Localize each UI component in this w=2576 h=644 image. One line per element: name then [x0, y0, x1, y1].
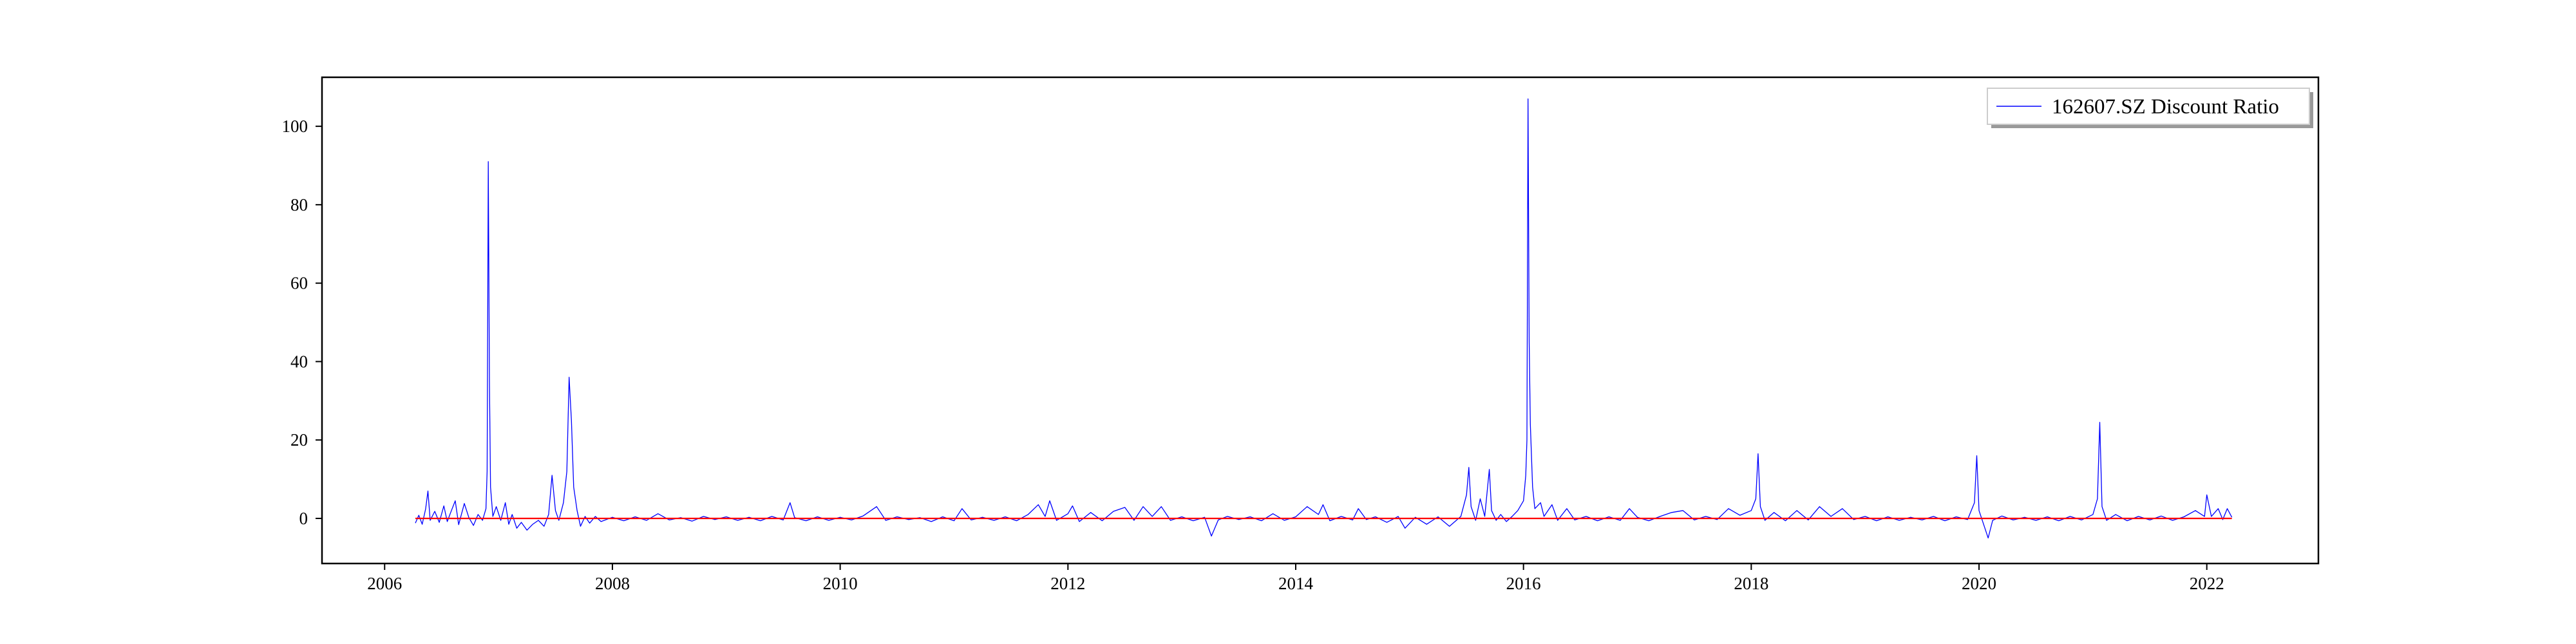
legend-label: 162607.SZ Discount Ratio	[2052, 95, 2279, 118]
y-tick-label: 100	[282, 117, 308, 136]
x-tick-label: 2006	[367, 574, 402, 593]
y-tick-label: 60	[290, 274, 308, 293]
x-tick-label: 2010	[823, 574, 858, 593]
y-tick-label: 0	[299, 509, 308, 528]
x-tick-label: 2014	[1278, 574, 1314, 593]
x-tick-label: 2020	[1962, 574, 1996, 593]
y-tick-label: 40	[290, 352, 308, 371]
plot-frame	[321, 76, 2320, 565]
y-tick-label: 20	[290, 430, 308, 450]
x-tick-label: 2022	[2190, 574, 2224, 593]
x-tick-label: 2012	[1050, 574, 1085, 593]
x-tick-label: 2008	[595, 574, 630, 593]
x-tick-label: 2016	[1506, 574, 1541, 593]
ticks-layer: 2006 2008 2010 2012 2014 2016 2018 2020 2022 0 20 4…	[282, 117, 2224, 593]
x-tick-label: 2018	[1734, 574, 1768, 593]
series-layer	[415, 98, 2233, 539]
legend: 162607.SZ Discount Ratio	[1987, 88, 2313, 128]
series-line-discount-ratio	[415, 98, 2233, 539]
y-tick-label: 80	[290, 195, 308, 214]
